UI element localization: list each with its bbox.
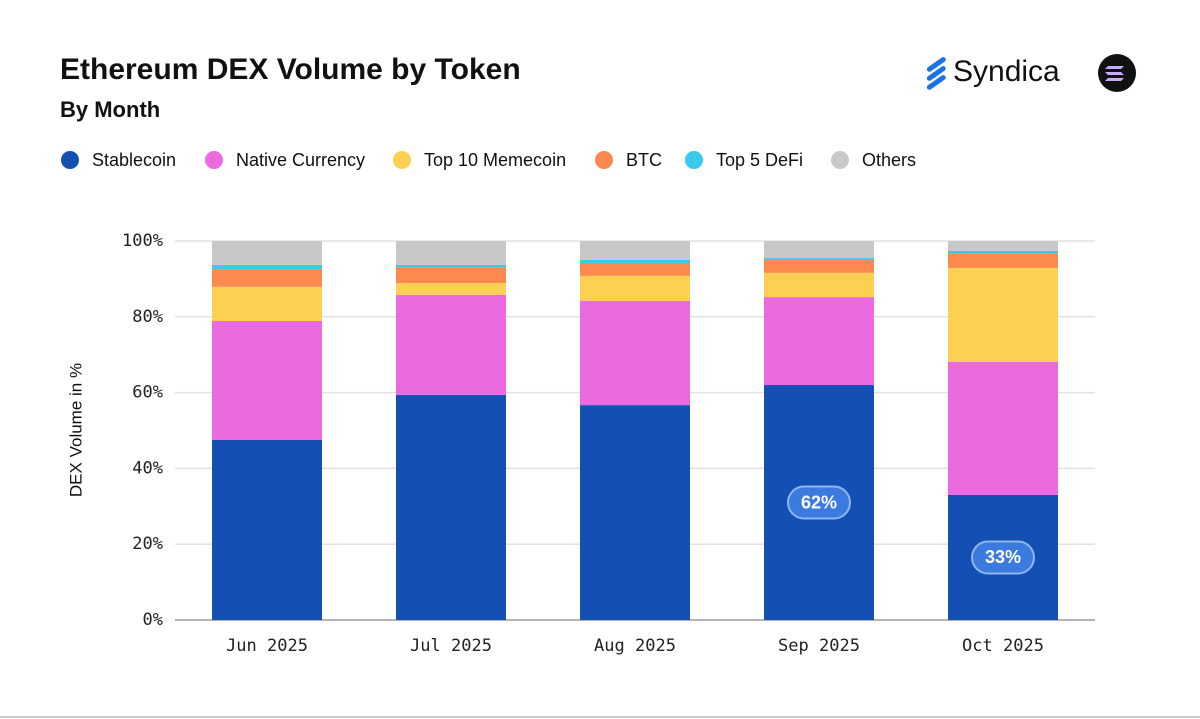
- bar-segment: [948, 361, 1058, 495]
- bar-segment: [396, 241, 506, 265]
- chart-subtitle: By Month: [60, 97, 160, 122]
- bar-segment: [580, 405, 690, 620]
- legend-swatch: [595, 151, 613, 169]
- bar-segment: [212, 320, 322, 440]
- bar-segment: [948, 267, 1058, 362]
- y-tick-label: 0%: [143, 610, 163, 630]
- y-tick-label: 40%: [132, 458, 163, 478]
- legend-label: Top 5 DeFi: [716, 150, 803, 170]
- legend-swatch: [831, 151, 849, 169]
- bar-segment: [948, 241, 1058, 251]
- legend-swatch: [393, 151, 411, 169]
- bar-segment: [212, 269, 322, 287]
- brand-name: Syndica: [953, 55, 1060, 88]
- bar-segment: [580, 300, 690, 406]
- value-label-pill: [787, 485, 851, 520]
- solana-icon: [1098, 54, 1136, 92]
- bar-segment: [212, 286, 322, 321]
- bar-segment: [764, 258, 874, 260]
- legend-label: Native Currency: [236, 150, 365, 170]
- bar-segment: [396, 294, 506, 395]
- y-tick-label: 60%: [132, 383, 163, 403]
- bar-segment: [580, 275, 690, 301]
- bar-segment: [948, 250, 1058, 254]
- legend-label: BTC: [626, 150, 662, 170]
- value-label-pill: [971, 540, 1035, 575]
- bar-segment: [764, 297, 874, 386]
- brand-logo: [926, 57, 946, 90]
- bar-segment: [396, 283, 506, 295]
- bar-segment: [580, 262, 690, 276]
- x-tick-label: Jul 2025: [410, 636, 492, 656]
- y-tick-label: 80%: [132, 307, 163, 327]
- legend-swatch: [685, 151, 703, 169]
- bar-segment: [396, 267, 506, 284]
- x-tick-label: Jun 2025: [226, 636, 308, 656]
- legend-label: Top 10 Memecoin: [424, 150, 566, 170]
- legend-label: Stablecoin: [92, 150, 176, 170]
- value-label: 33%: [985, 547, 1021, 567]
- legend-swatch: [61, 151, 79, 169]
- chart-title: Ethereum DEX Volume by Token: [60, 53, 521, 86]
- legend-label: Others: [862, 150, 916, 170]
- bar-segment: [212, 264, 322, 270]
- y-tick-label: 100%: [122, 231, 163, 251]
- x-tick-label: Sep 2025: [778, 636, 860, 656]
- bar-segment: [212, 241, 322, 265]
- bar-segment: [396, 264, 506, 268]
- bar-segment: [580, 259, 690, 263]
- x-tick-label: Aug 2025: [594, 636, 676, 656]
- y-tick-label: 20%: [132, 534, 163, 554]
- bar-segment: [764, 259, 874, 273]
- bar-segment: [580, 241, 690, 260]
- bar-segment: [948, 253, 1058, 268]
- bar-segment: [396, 394, 506, 620]
- y-axis-label: DEX Volume in %: [66, 363, 85, 497]
- legend-swatch: [205, 151, 223, 169]
- bar-segment: [764, 241, 874, 259]
- x-tick-label: Oct 2025: [962, 636, 1044, 656]
- bar-segment: [212, 439, 322, 620]
- value-label: 62%: [801, 492, 837, 512]
- bar-segment: [764, 272, 874, 298]
